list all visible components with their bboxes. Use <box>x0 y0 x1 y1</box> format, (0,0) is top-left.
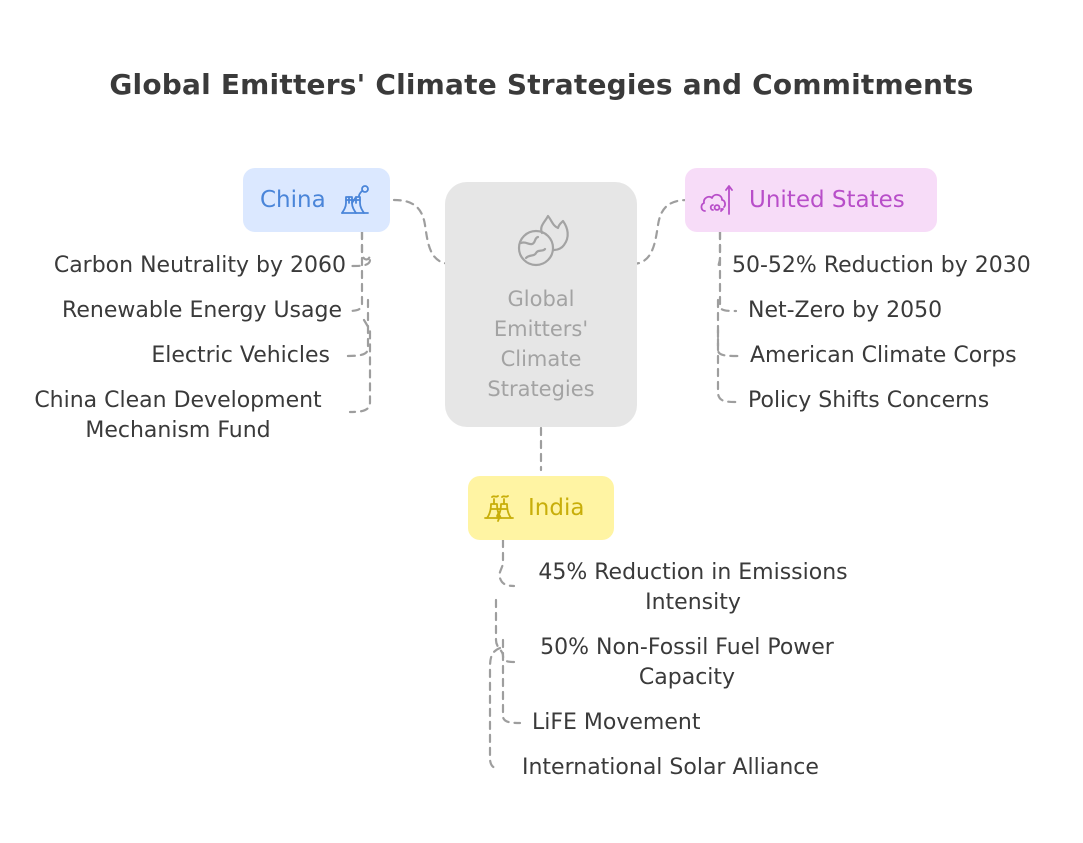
united-states-item: American Climate Corps <box>750 343 1017 368</box>
diagram-title: Global Emitters' Climate Strategies and … <box>109 68 974 101</box>
center-node-box <box>445 182 637 427</box>
region-label-united-states: United States <box>749 187 905 213</box>
connector-center-china <box>392 198 454 266</box>
connector-china-item-2 <box>346 230 364 313</box>
region-label-india: India <box>528 495 585 521</box>
connector-center-us <box>630 198 690 266</box>
india-item: 50% Non-Fossil Fuel Power Capacity <box>540 635 834 690</box>
connector-china-item-3 <box>344 298 370 358</box>
united-states-item: 50-52% Reduction by 2030 <box>732 253 1031 278</box>
connector-us-item-4 <box>716 328 740 404</box>
connector-us-item-3 <box>716 298 740 358</box>
connector-india-item-1 <box>498 538 516 588</box>
co2-cloud-up-icon <box>699 183 733 217</box>
power-plant-icon <box>482 491 516 525</box>
region-node-india: India <box>468 476 614 540</box>
china-item: Electric Vehicles <box>151 343 330 368</box>
connector-india-item-4 <box>488 646 502 770</box>
china-item: Renewable Energy Usage <box>62 298 342 323</box>
region-node-china: China <box>243 168 390 232</box>
factory-smoke-icon <box>338 183 372 217</box>
center-label-line: Strategies <box>487 377 595 401</box>
center-node-label: Global Emitters' Climate Strategies <box>445 284 637 404</box>
india-item: LiFE Movement <box>532 710 701 735</box>
region-label-china: China <box>260 187 326 213</box>
china-item: Carbon Neutrality by 2060 <box>53 253 346 278</box>
connector-us-item-2 <box>718 230 738 313</box>
china-item: China Clean Development Mechanism Fund <box>34 388 322 443</box>
center-label-line: Climate <box>500 347 582 371</box>
connector-china-item-1 <box>350 230 372 268</box>
globe-fire-icon <box>512 212 572 272</box>
center-label-line: Global <box>507 287 575 311</box>
india-item: International Solar Alliance <box>522 755 819 780</box>
center-label-line: Emitters' <box>493 317 589 341</box>
india-item: 45% Reduction in Emissions Intensity <box>538 560 848 615</box>
connector-china-item-4 <box>348 318 372 414</box>
region-node-united-states: United States <box>685 168 937 232</box>
connector-india-item-3 <box>501 638 522 725</box>
united-states-item: Policy Shifts Concerns <box>748 388 990 413</box>
united-states-item: Net-Zero by 2050 <box>748 298 943 323</box>
